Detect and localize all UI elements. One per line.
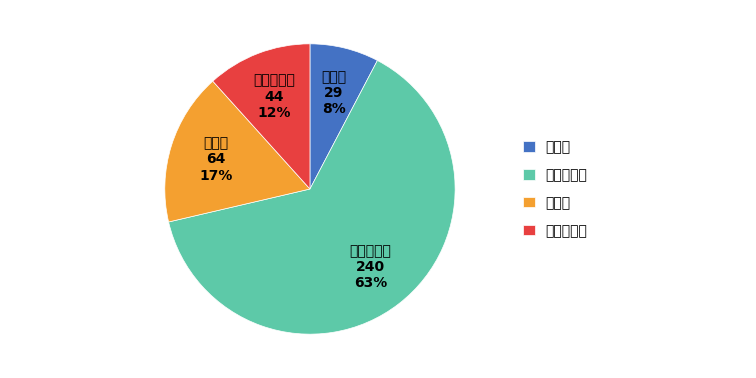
Wedge shape	[169, 60, 455, 334]
Text: 同じぐらい
240
63%: 同じぐらい 240 63%	[349, 244, 392, 290]
Wedge shape	[212, 44, 310, 189]
Wedge shape	[310, 44, 377, 189]
Wedge shape	[165, 81, 310, 222]
Text: わからない
44
12%: わからない 44 12%	[253, 74, 296, 120]
Legend: 増えた, 同じぐらい, 減った, わからない: 増えた, 同じぐらい, 減った, わからない	[516, 133, 594, 245]
Text: 減った
64
17%: 減った 64 17%	[199, 136, 233, 183]
Text: 増えた
29
8%: 増えた 29 8%	[321, 70, 346, 116]
